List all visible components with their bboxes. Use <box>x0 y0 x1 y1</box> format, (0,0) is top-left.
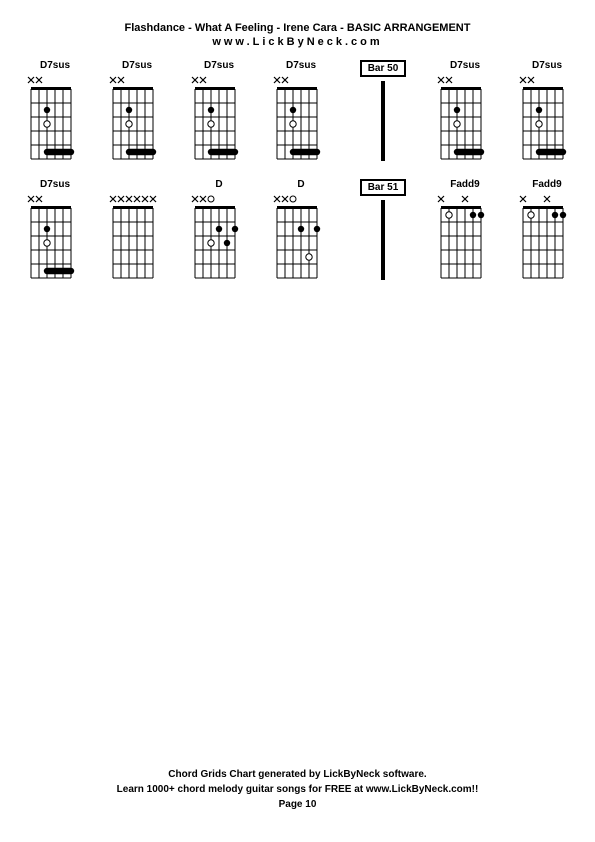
chord-label: D7sus <box>450 60 480 74</box>
chord-diagram <box>513 194 581 284</box>
chord-diagram <box>21 75 89 165</box>
chord-label: D7sus <box>122 60 152 74</box>
footer-line-2: Learn 1000+ chord melody guitar songs fo… <box>0 782 595 797</box>
chord-diagram <box>21 194 89 284</box>
chord-label: D7sus <box>40 179 70 193</box>
chord-cell: D7sus <box>100 60 174 165</box>
chord-label: D7sus <box>532 60 562 74</box>
footer: Chord Grids Chart generated by LickByNec… <box>0 767 595 812</box>
chord-diagram <box>431 194 499 284</box>
chord-cell: D7sus <box>182 60 256 165</box>
chord-diagram <box>513 75 581 165</box>
chord-row: D7sus D D Bar 51 Fadd9 Fadd9 <box>0 179 595 284</box>
chord-cell: Fadd9 <box>428 179 502 284</box>
chord-cell: Fadd9 <box>510 179 584 284</box>
chord-cell: D <box>182 179 256 284</box>
bar-marker: Bar 50 <box>346 60 420 165</box>
page-title: Flashdance - What A Feeling - Irene Cara… <box>0 22 595 34</box>
header: Flashdance - What A Feeling - Irene Cara… <box>0 0 595 48</box>
chord-diagram <box>267 75 335 165</box>
chord-label: D7sus <box>286 60 316 74</box>
chord-cell: D7sus <box>264 60 338 165</box>
page-subtitle: www.LickByNeck.com <box>0 36 595 48</box>
chord-label: D7sus <box>204 60 234 74</box>
chord-diagram <box>267 194 335 284</box>
chord-label: D <box>297 179 304 193</box>
chord-label: Fadd9 <box>450 179 479 193</box>
chord-diagram <box>431 75 499 165</box>
chord-diagram <box>185 75 253 165</box>
bar-line <box>381 200 385 280</box>
chord-label: Fadd9 <box>532 179 561 193</box>
chord-diagram <box>103 194 171 284</box>
chord-cell: D7sus <box>428 60 502 165</box>
chord-cell: D7sus <box>18 179 92 284</box>
chord-label: D <box>215 179 222 193</box>
bar-line <box>381 81 385 161</box>
footer-line-3: Page 10 <box>0 797 595 812</box>
bar-marker: Bar 51 <box>346 179 420 284</box>
bar-label: Bar 50 <box>360 60 407 77</box>
chord-diagram <box>185 194 253 284</box>
bar-label: Bar 51 <box>360 179 407 196</box>
footer-line-1: Chord Grids Chart generated by LickByNec… <box>0 767 595 782</box>
chord-cell: D <box>264 179 338 284</box>
chord-grid-area: D7susD7susD7susD7susBar 50D7susD7susD7su… <box>0 60 595 298</box>
chord-cell: D7sus <box>510 60 584 165</box>
chord-cell <box>100 179 174 284</box>
chord-diagram <box>103 75 171 165</box>
chord-label: D7sus <box>40 60 70 74</box>
chord-cell: D7sus <box>18 60 92 165</box>
chord-label <box>136 179 139 193</box>
chord-row: D7sus D7sus D7sus D7sus Bar 50 D7sus D7sus <box>0 60 595 165</box>
